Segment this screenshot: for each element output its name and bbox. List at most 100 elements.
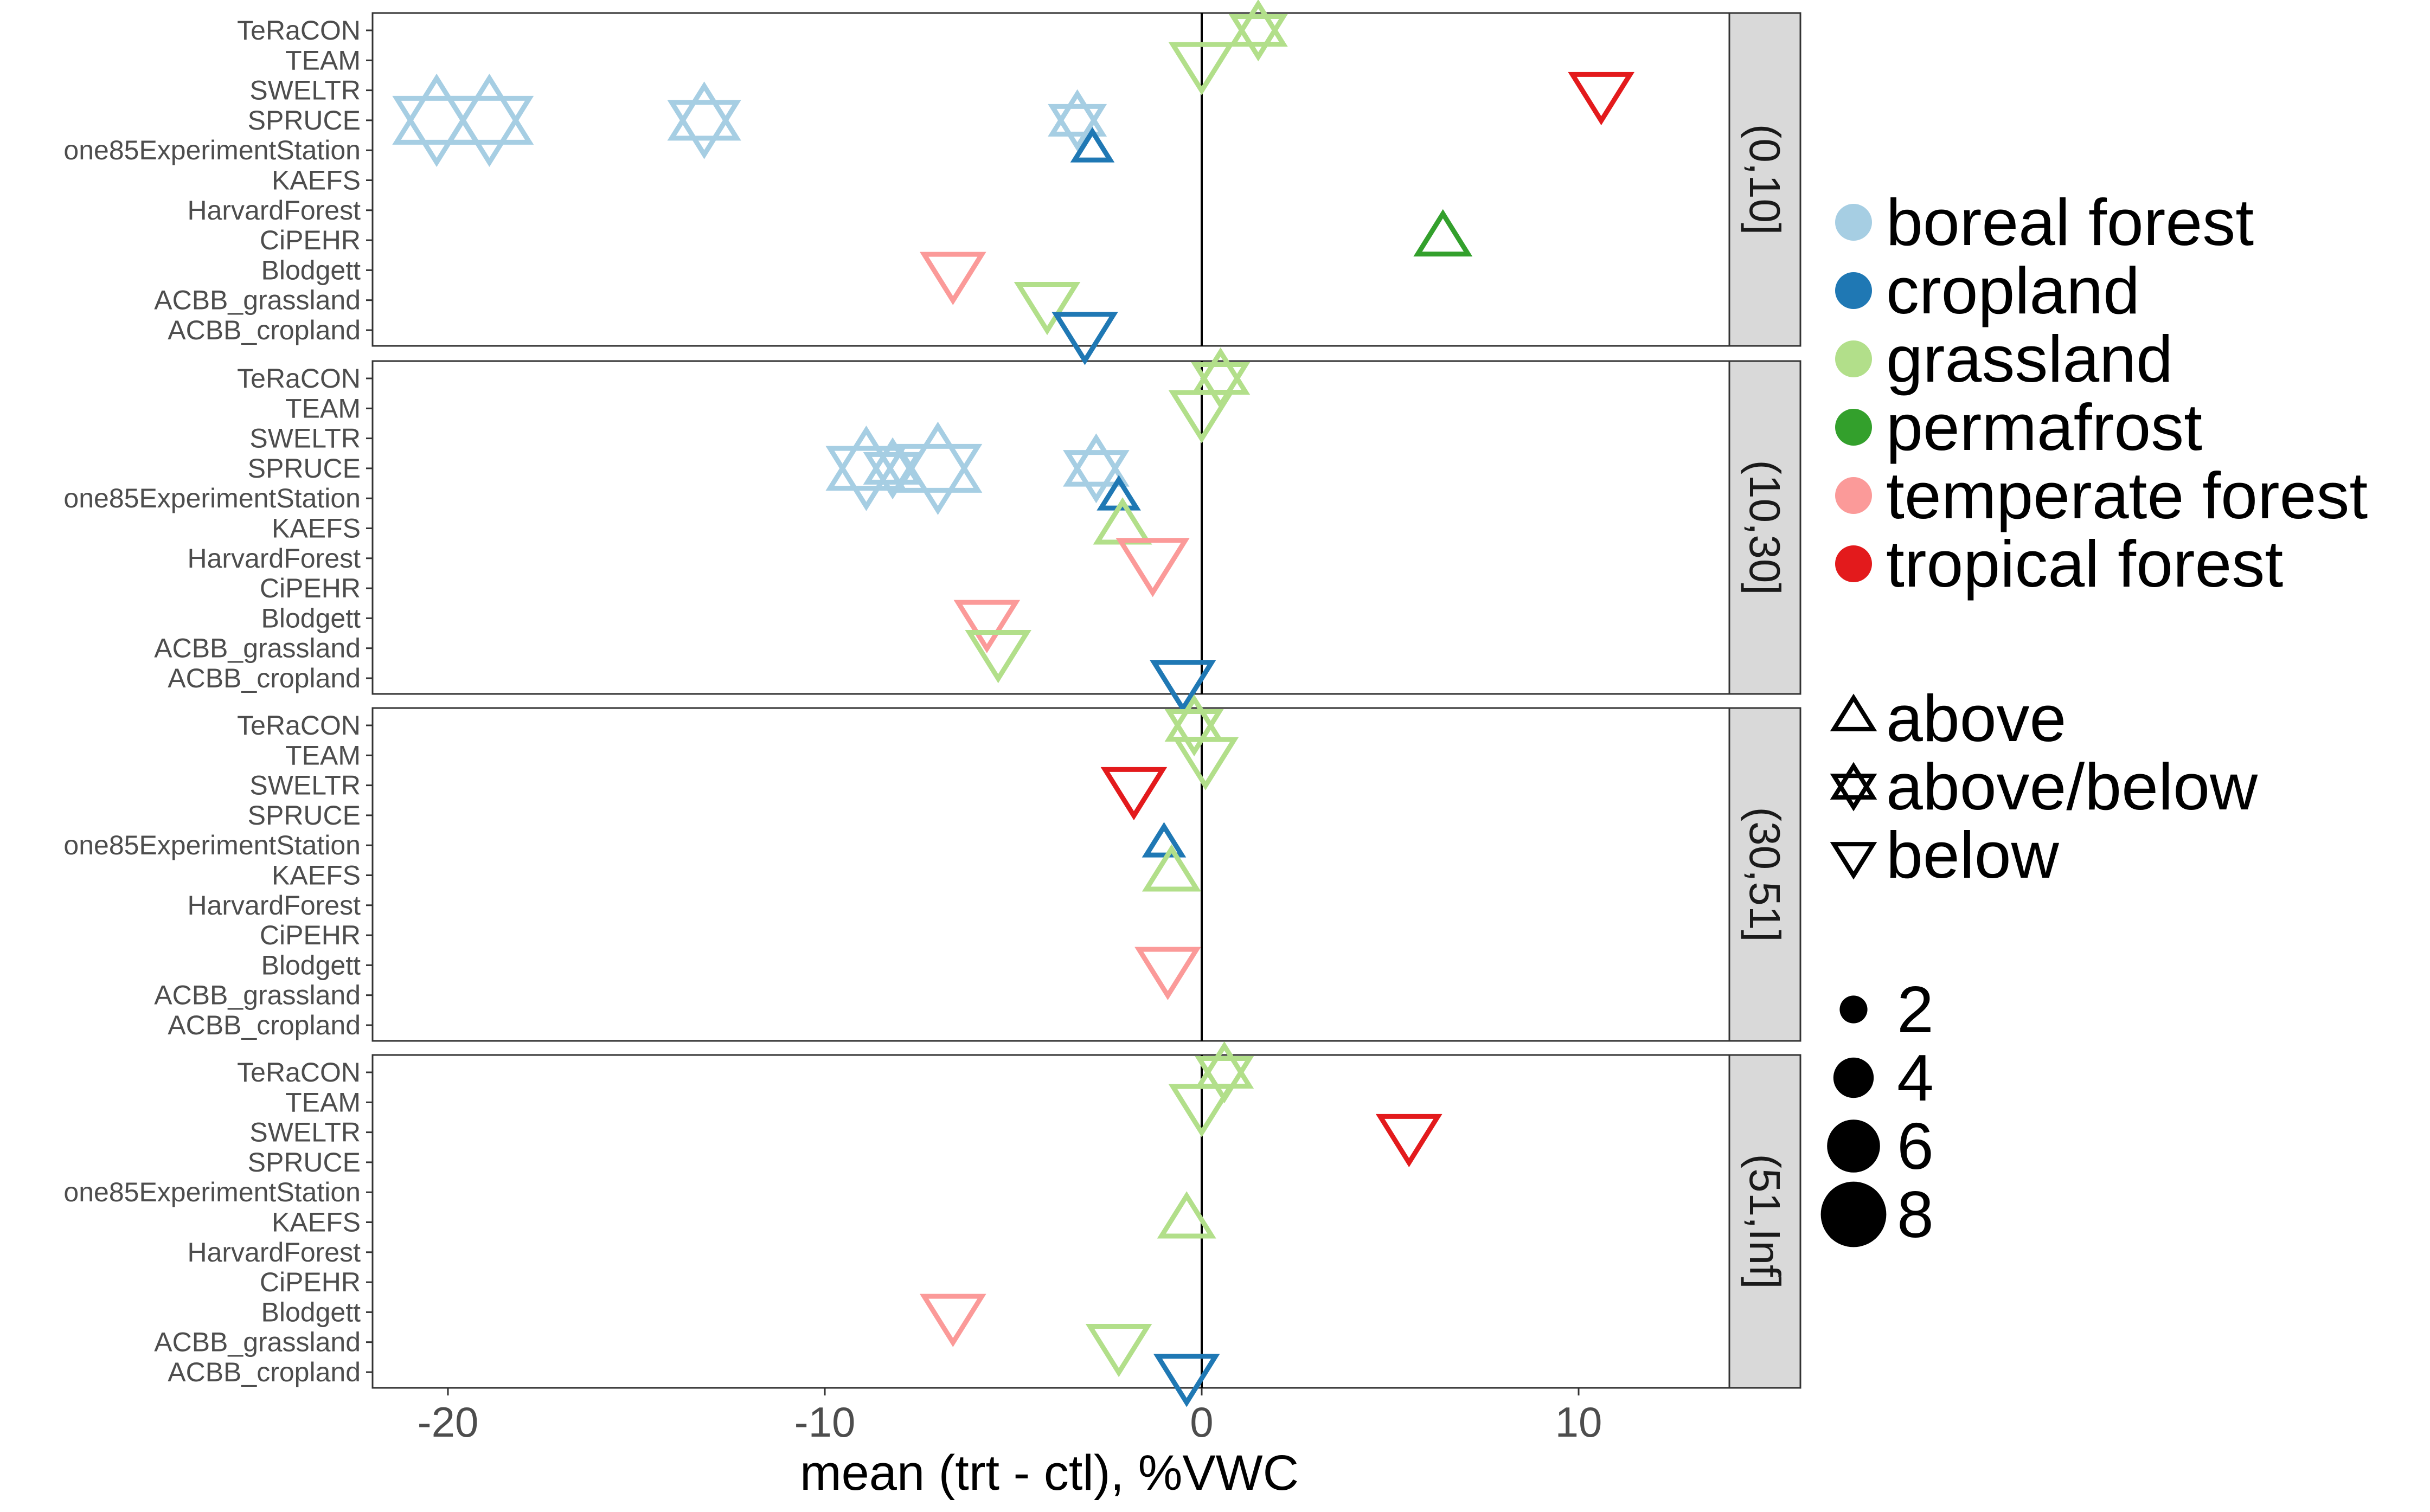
triangle-up-stroke <box>1048 89 1107 137</box>
facet-strip <box>1728 12 1801 347</box>
triangle-down-stroke <box>1149 660 1216 713</box>
triangle-up-stroke <box>1157 1191 1216 1239</box>
triangle-down-stroke <box>1168 390 1235 443</box>
triangle-up-stroke <box>1228 0 1288 47</box>
data-point <box>1149 660 1216 713</box>
legend-label: cropland <box>1886 254 2140 327</box>
y-tick-label: CiPEHR <box>260 573 361 603</box>
data-marks <box>392 0 1635 1407</box>
data-point <box>1157 1191 1216 1239</box>
y-tick-label: HarvardForest <box>187 1237 361 1267</box>
triangle-up-stroke <box>1830 762 1877 800</box>
y-tick-label: TeRaCON <box>237 363 361 394</box>
data-point <box>1153 1354 1220 1407</box>
triangle-down-stroke <box>1191 362 1251 410</box>
y-tick-label: SWELTR <box>249 1117 361 1148</box>
legend-label: temperate forest <box>1886 459 2368 532</box>
legend-label: 6 <box>1897 1109 1934 1183</box>
data-point <box>667 81 741 159</box>
triangle-down-stroke <box>667 100 741 159</box>
triangle-down-stroke <box>1153 1354 1220 1407</box>
triangle-down-stroke <box>965 629 1032 684</box>
x-axis-title: mean (trt - ctl), %VWC <box>800 1445 1299 1501</box>
triangle-down-stroke <box>1228 14 1288 62</box>
y-tick-label: KAEFS <box>272 165 361 196</box>
legend-color-key <box>1835 477 1872 514</box>
y-tick-label: ACBB_grassland <box>154 1327 361 1357</box>
legend-shape-key <box>1830 693 1877 731</box>
data-point <box>965 629 1032 684</box>
y-tick-label: KAEFS <box>272 860 361 891</box>
y-tick-label: SWELTR <box>249 423 361 454</box>
facet-strip-label: (0,10] <box>1741 124 1789 235</box>
y-tick-label: KAEFS <box>272 1207 361 1238</box>
y-tick-label: TEAM <box>285 393 361 423</box>
panel-border <box>371 1054 1730 1389</box>
data-point <box>1168 42 1235 95</box>
data-point <box>1568 72 1635 126</box>
legend-color-key <box>1835 204 1872 241</box>
facet-strip <box>1728 1054 1801 1389</box>
facet-strip <box>1728 360 1801 695</box>
y-tick-label: SPRUCE <box>248 1147 361 1178</box>
triangle-down-stroke <box>1115 538 1190 597</box>
y-tick-label: SPRUCE <box>248 105 361 136</box>
triangle-down-stroke <box>1134 947 1201 1000</box>
triangle-down-stroke <box>1195 1056 1254 1104</box>
legend-color-key <box>1835 545 1872 582</box>
y-tick-label: ACBB_cropland <box>168 663 361 693</box>
y-tick-label: one85ExperimentStation <box>63 1177 361 1207</box>
legend-label: grassland <box>1886 322 2173 396</box>
legend-label: tropical forest <box>1886 527 2283 601</box>
facet-strip-label: (10,30] <box>1741 460 1789 595</box>
y-tick-label: Blodgett <box>261 255 361 285</box>
legend-color-key <box>1835 272 1872 309</box>
data-point <box>1051 312 1118 365</box>
triangle-down-stroke <box>1164 709 1224 757</box>
panel-border <box>371 12 1730 347</box>
facet-strip <box>1728 707 1801 1042</box>
data-point <box>1228 0 1288 62</box>
legend-size-key <box>1833 1057 1874 1098</box>
y-tick-label: CiPEHR <box>260 1267 361 1297</box>
y-tick-label: ACBB_grassland <box>154 285 361 316</box>
legend-shape-key <box>1830 762 1877 812</box>
data-point <box>1413 209 1473 257</box>
data-point <box>1142 822 1187 858</box>
y-tick-label: one85ExperimentStation <box>63 830 361 860</box>
data-point <box>893 421 983 515</box>
legend-color-key <box>1835 340 1872 377</box>
y-tick-label: CiPEHR <box>260 225 361 255</box>
legend-label: below <box>1886 818 2060 892</box>
x-tick-label: 10 <box>1555 1398 1602 1446</box>
y-tick-label: Blodgett <box>261 950 361 980</box>
triangle-down-stroke <box>1168 1084 1235 1137</box>
data-point <box>1142 844 1201 892</box>
triangle-down-stroke <box>445 95 534 167</box>
triangle-down-stroke <box>953 600 1021 653</box>
triangle-up-stroke <box>1063 433 1130 487</box>
triangle-down-stroke <box>1830 774 1877 812</box>
y-tick-label: ACBB_cropland <box>168 1357 361 1387</box>
data-point <box>1375 1114 1442 1168</box>
y-tick-label: one85ExperimentStation <box>63 483 361 513</box>
data-point <box>1048 89 1107 152</box>
y-tick-label: TeRaCON <box>237 15 361 46</box>
y-tick-label: TeRaCON <box>237 1057 361 1088</box>
triangle-down-stroke <box>1100 767 1168 821</box>
facet-panel: (10,30] TeRaCONTEAMSWELTRSPRUCEone85Exper… <box>63 360 1801 695</box>
panel-border <box>371 707 1730 1042</box>
x-axis: -20 -10 0 10 <box>418 1388 1602 1446</box>
triangle-down-stroke <box>1168 42 1235 95</box>
triangle-down-stroke <box>1172 737 1239 790</box>
triangle-up-stroke <box>1413 209 1473 257</box>
legend-label: 4 <box>1897 1041 1934 1115</box>
data-point <box>1172 737 1239 790</box>
y-tick-label: SWELTR <box>249 770 361 801</box>
facet-panel: (30,51] TeRaCONTEAMSWELTRSPRUCEone85Exper… <box>63 707 1801 1042</box>
y-tick-label: TEAM <box>285 45 361 75</box>
y-tick-label: CiPEHR <box>260 920 361 950</box>
y-tick-label: HarvardForest <box>187 890 361 921</box>
triangle-up-stroke <box>1830 693 1877 731</box>
